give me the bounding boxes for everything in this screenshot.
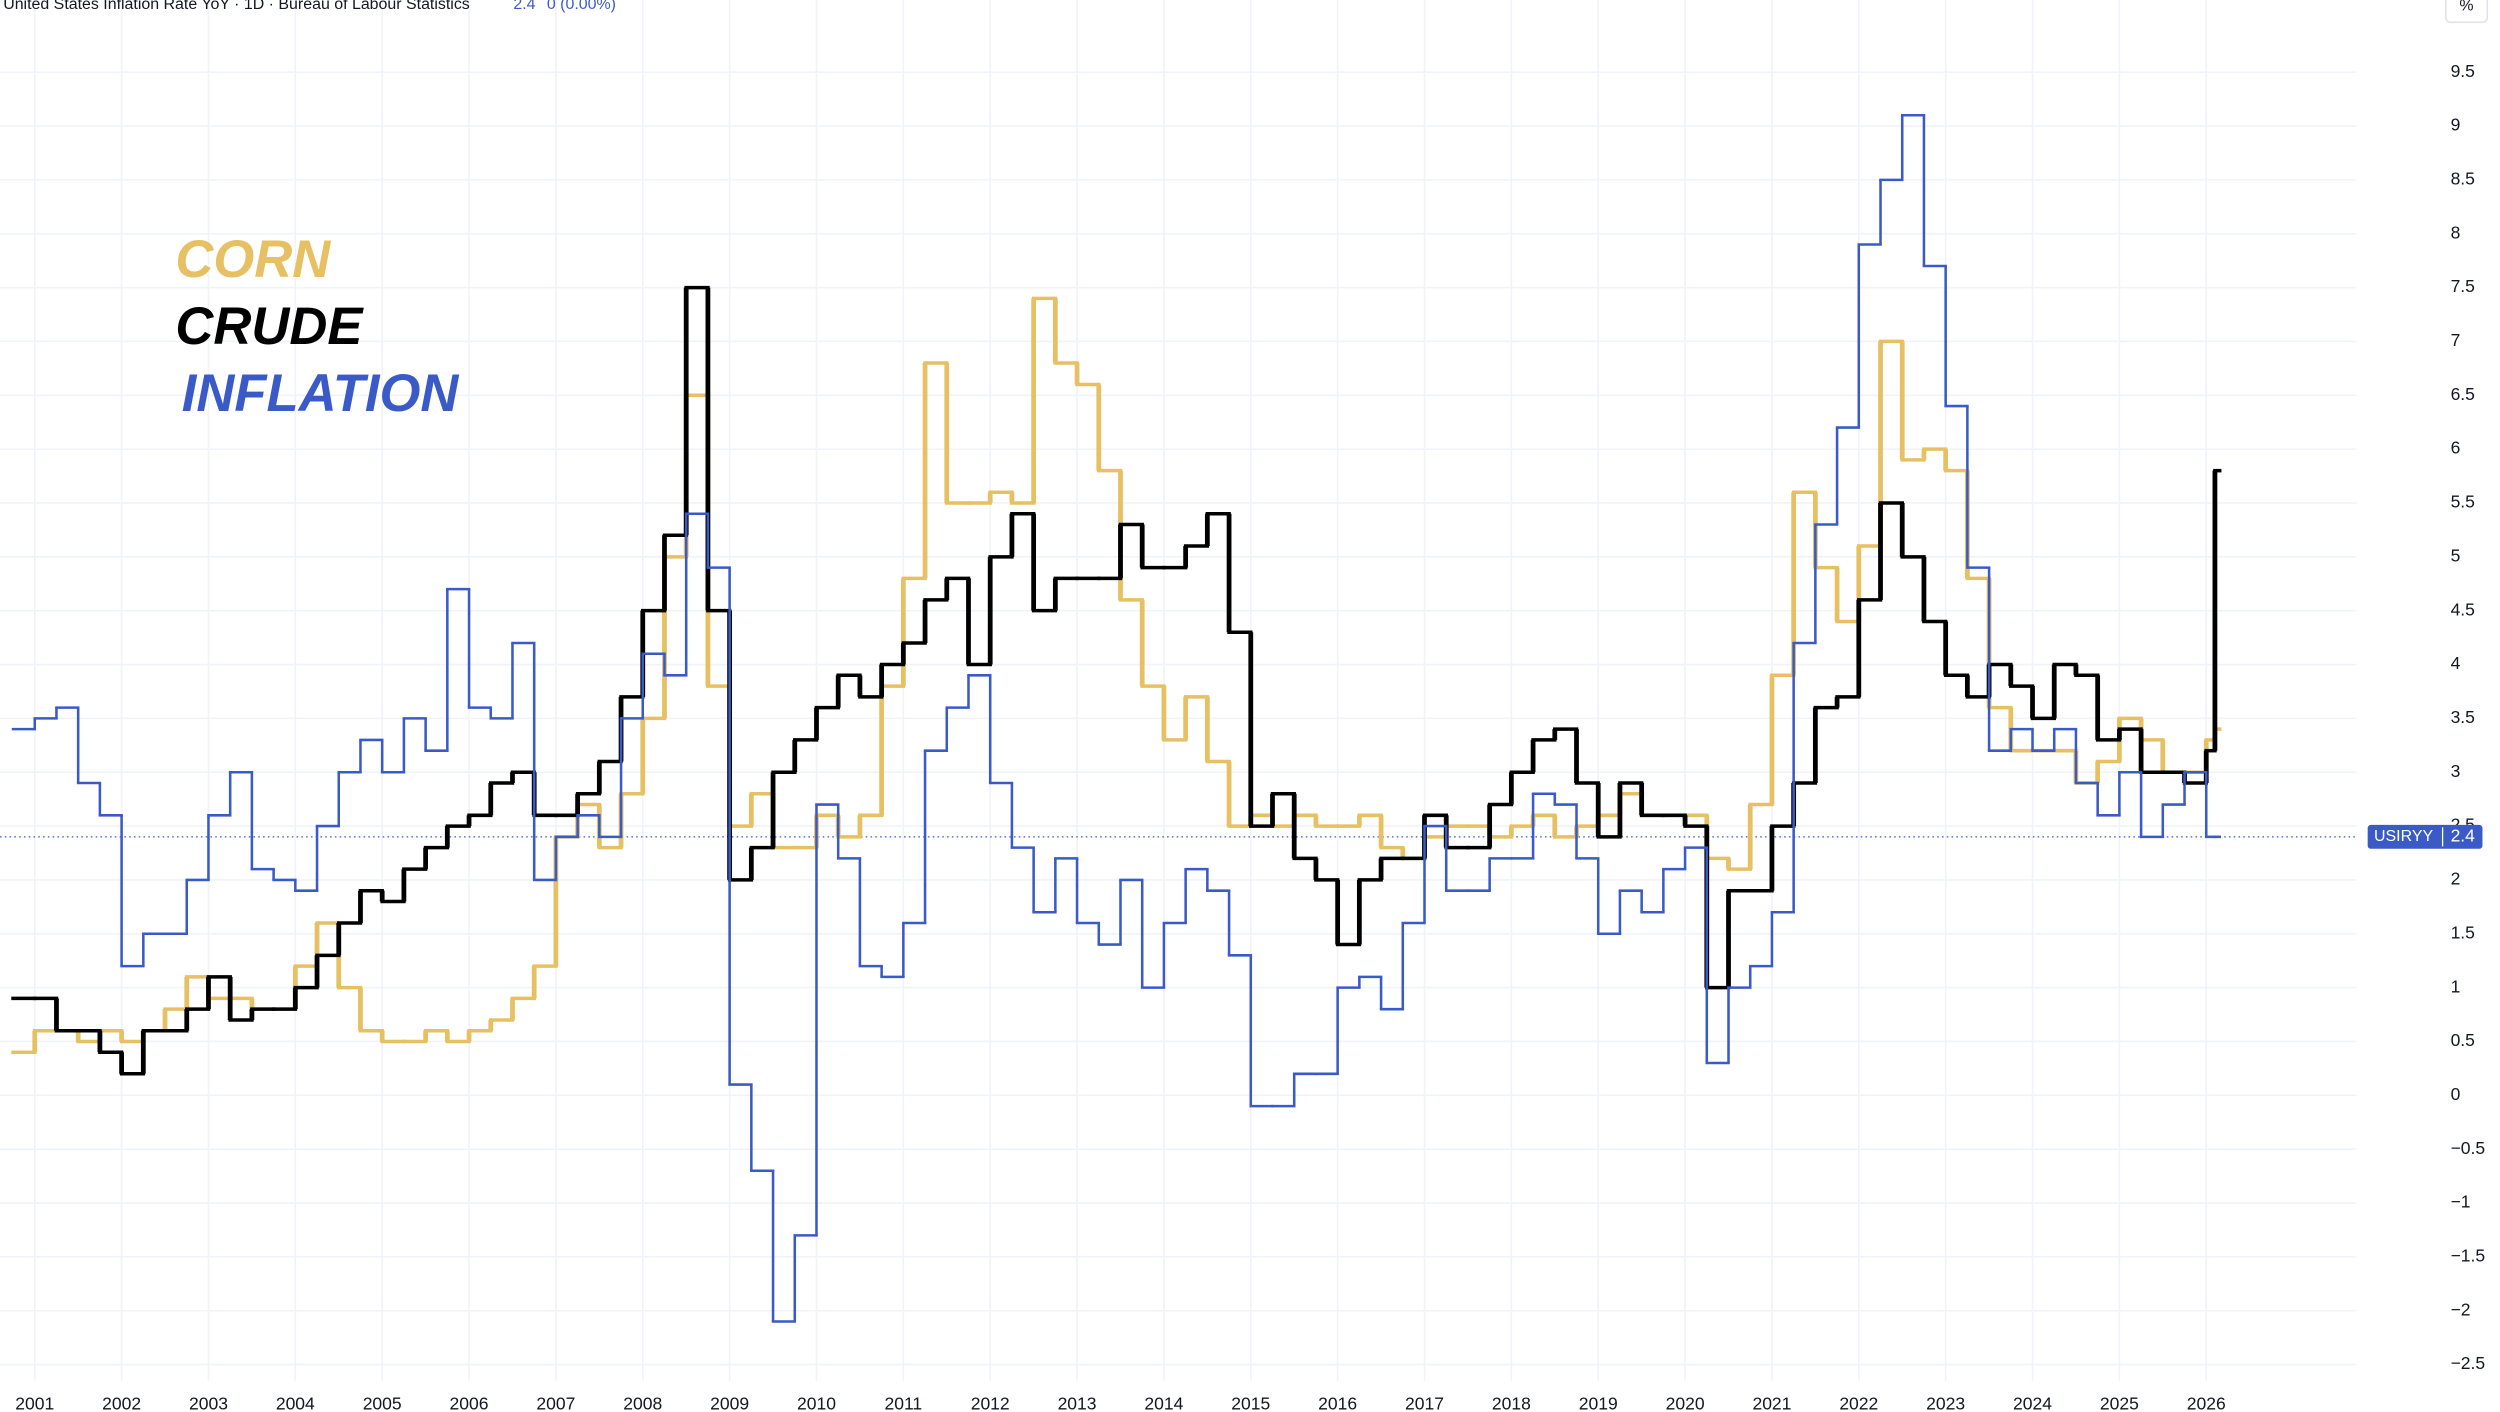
header-last: 2.4 — [513, 0, 535, 13]
y-tick-label: −2.5 — [2451, 1353, 2486, 1373]
x-tick-label: 2011 — [885, 1393, 923, 1412]
y-tick-label: 9 — [2451, 115, 2461, 135]
y-tick-label: 0.5 — [2451, 1030, 2475, 1050]
legend-entry: CRUDE — [175, 297, 364, 356]
x-tick-label: 2023 — [1926, 1393, 1965, 1412]
x-tick-label: 2008 — [623, 1393, 662, 1412]
y-tick-label: 3 — [2451, 761, 2461, 781]
x-tick-label: 2004 — [276, 1393, 315, 1412]
x-tick-label: 2002 — [102, 1393, 141, 1412]
x-tick-label: 2020 — [1666, 1393, 1705, 1412]
unit-label: % — [2459, 0, 2473, 15]
x-tick-label: 2018 — [1492, 1393, 1531, 1412]
x-tick-label: 2009 — [710, 1393, 749, 1412]
y-tick-label: −1.5 — [2451, 1246, 2486, 1266]
x-tick-label: 2001 — [15, 1393, 54, 1412]
series-2 — [11, 113, 2221, 1323]
x-tick-label: 2013 — [1058, 1393, 1097, 1412]
x-tick-label: 2026 — [2187, 1393, 2226, 1412]
x-tick-label: 2003 — [189, 1393, 228, 1412]
plot-area — [0, 113, 2357, 1323]
y-tick-label: 8 — [2451, 222, 2461, 242]
header-change: 0 (0.00%) — [547, 0, 616, 13]
x-tick-label: 2016 — [1318, 1393, 1357, 1412]
x-tick-label: 2022 — [1839, 1393, 1878, 1412]
x-tick-label: 2025 — [2100, 1393, 2139, 1412]
y-tick-label: 3.5 — [2451, 707, 2475, 727]
y-tick-label: 8.5 — [2451, 168, 2475, 188]
series-1 — [11, 285, 2222, 1076]
axes: −2.5−2−1.5−1−0.500.511.522.533.544.555.5… — [15, 61, 2485, 1412]
y-tick-label: 2 — [2451, 869, 2461, 889]
y-tick-label: 5 — [2451, 545, 2461, 565]
y-tick-label: 7 — [2451, 330, 2461, 350]
unit-box — [2444, 0, 2489, 24]
last-value-symbol: USIRYY — [2374, 828, 2433, 845]
y-tick-label: 9.5 — [2451, 61, 2475, 81]
x-tick-label: 2021 — [1752, 1393, 1791, 1412]
x-tick-label: 2006 — [450, 1393, 489, 1412]
y-tick-label: 5.5 — [2451, 492, 2475, 512]
x-tick-label: 2010 — [797, 1393, 836, 1412]
header-title: United States Inflation Rate YoY · 1D · … — [3, 0, 470, 13]
grid — [0, 0, 2357, 1381]
y-tick-label: 6.5 — [2451, 384, 2475, 404]
last-value-box — [2367, 824, 2483, 849]
y-tick-label: 4.5 — [2451, 599, 2475, 619]
x-tick-label: 2005 — [363, 1393, 402, 1412]
x-tick-label: 2024 — [2013, 1393, 2052, 1412]
y-tick-label: 0 — [2451, 1084, 2461, 1104]
x-tick-label: 2019 — [1579, 1393, 1618, 1412]
legend-entry: CORN — [175, 230, 331, 289]
x-tick-label: 2014 — [1144, 1393, 1183, 1412]
x-tick-label: 2007 — [536, 1393, 575, 1412]
y-tick-label: −1 — [2451, 1192, 2471, 1212]
y-tick-label: 1.5 — [2451, 922, 2475, 942]
y-tick-label: −2 — [2451, 1299, 2471, 1319]
y-tick-label: 4 — [2451, 653, 2461, 673]
y-tick-label: 7.5 — [2451, 276, 2475, 296]
x-tick-label: 2012 — [971, 1393, 1010, 1412]
last-value-label: 2.4 — [2451, 825, 2476, 845]
y-tick-label: 6 — [2451, 438, 2461, 458]
legend-entry: INFLATION — [182, 364, 460, 423]
y-tick-label: −0.5 — [2451, 1138, 2486, 1158]
x-tick-label: 2015 — [1231, 1393, 1270, 1412]
y-tick-label: 1 — [2451, 976, 2461, 996]
x-tick-label: 2017 — [1405, 1393, 1444, 1412]
